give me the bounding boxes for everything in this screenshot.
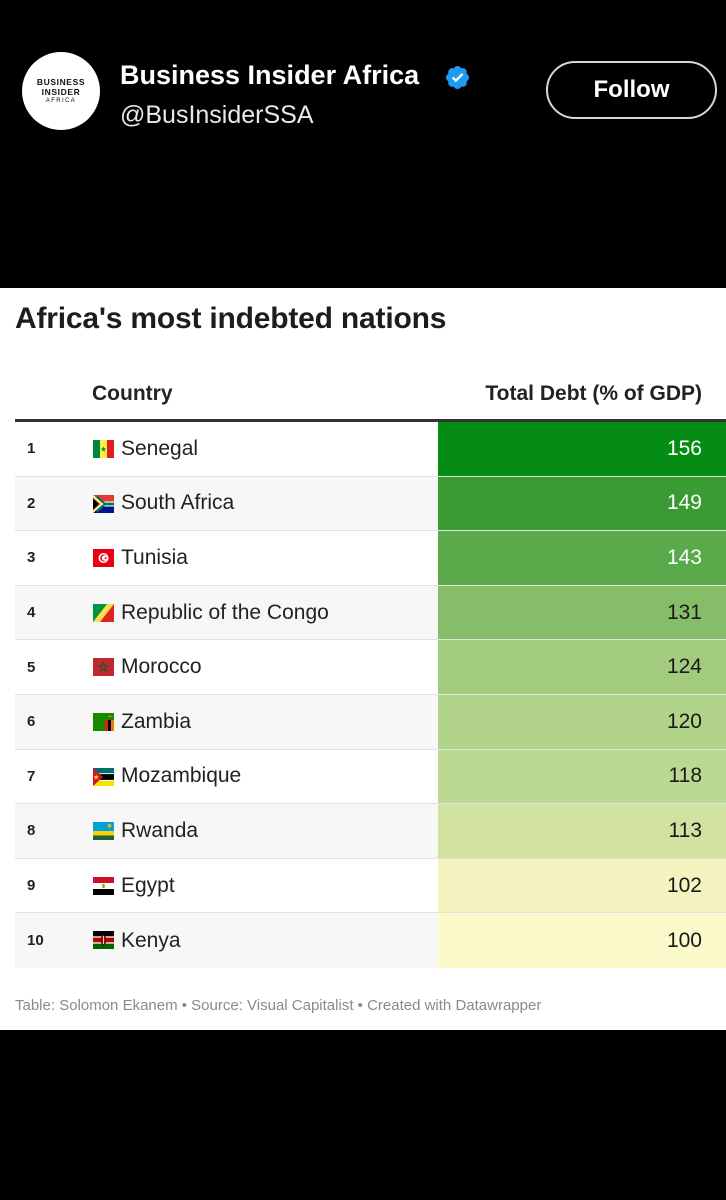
table-row: 4 Republic of the Congo 131	[15, 585, 726, 641]
mozambique-flag-icon	[93, 767, 114, 786]
debt-value-cell: 131	[438, 585, 726, 640]
column-header-total-debt: Total Debt (% of GDP)	[485, 382, 702, 405]
post-header: BUSINESS INSIDER AFRICA Business Insider…	[0, 0, 726, 288]
table-row: 9 Egypt 102	[15, 858, 726, 914]
country-name: Republic of the Congo	[121, 600, 329, 624]
zambia-flag-icon	[93, 712, 114, 731]
table-row: 10 Kenya 100	[15, 913, 726, 968]
tunisia-flag-icon	[93, 549, 114, 568]
debt-value-cell: 113	[438, 804, 726, 858]
follow-button[interactable]: Follow	[546, 61, 717, 119]
bottom-area	[0, 1030, 726, 1200]
country-name: Kenya	[121, 928, 181, 952]
rank-label: 2	[27, 494, 36, 512]
table-body: 1 Senegal 156 2 South Africa 149 3 Tunisia 143 4 R…	[15, 422, 726, 968]
table-row: 6 Zambia 120	[15, 694, 726, 750]
avatar[interactable]: BUSINESS INSIDER AFRICA	[22, 52, 100, 130]
verified-badge-icon	[445, 65, 470, 90]
table-row: 5 Morocco 124	[15, 640, 726, 695]
avatar-logo-line2: INSIDER	[41, 86, 81, 97]
country-name: Egypt	[121, 873, 175, 897]
morocco-flag-icon	[93, 658, 114, 677]
rank-label: 9	[27, 877, 36, 895]
author-name[interactable]: Business Insider Africa	[120, 60, 420, 90]
author-handle[interactable]: @BusInsiderSSA	[120, 101, 314, 129]
egypt-flag-icon	[93, 876, 114, 895]
country-name: South Africa	[121, 491, 235, 515]
header-divider	[15, 419, 726, 422]
debt-value-cell: 118	[438, 749, 726, 804]
post-image-table[interactable]: Africa's most indebted nations Country T…	[0, 288, 726, 1030]
country-name: Zambia	[121, 709, 192, 733]
column-header-country: Country	[92, 382, 173, 405]
rank-label: 1	[27, 440, 36, 458]
senegal-flag-icon	[93, 440, 114, 458]
rank-label: 5	[27, 658, 36, 676]
country-name: Senegal	[121, 436, 199, 460]
debt-value-cell: 120	[438, 694, 726, 749]
rank-label: 6	[27, 713, 36, 731]
country-name: Tunisia	[121, 545, 188, 569]
table-row: 2 South Africa 149	[15, 476, 726, 532]
rank-label: 3	[27, 549, 36, 567]
table-row: 3 Tunisia 143	[15, 531, 726, 586]
table-row: 7 Mozambique 118	[15, 749, 726, 805]
rank-label: 7	[27, 767, 36, 785]
south-africa-flag-icon	[93, 494, 114, 513]
table-source-note: Table: Solomon Ekanem • Source: Visual C…	[15, 997, 542, 1014]
congo-flag-icon	[93, 603, 114, 622]
country-name: Morocco	[121, 655, 202, 679]
debt-value-cell: 100	[438, 913, 726, 968]
table-row: 1 Senegal 156	[15, 422, 726, 477]
debt-value-cell: 102	[438, 858, 726, 913]
avatar-logo-line3: AFRICA	[45, 97, 77, 104]
debt-value-cell: 143	[438, 531, 726, 585]
rank-label: 10	[27, 932, 44, 950]
debt-value-cell: 156	[438, 422, 726, 476]
rank-label: 4	[27, 604, 36, 622]
avatar-logo-line1: BUSINESS	[36, 76, 86, 87]
table-row: 8 Rwanda 113	[15, 804, 726, 859]
rwanda-flag-icon	[93, 822, 114, 841]
kenya-flag-icon	[93, 931, 114, 950]
country-name: Mozambique	[121, 764, 242, 788]
rank-label: 8	[27, 822, 36, 840]
country-name: Rwanda	[121, 818, 199, 842]
table-title: Africa's most indebted nations	[15, 302, 447, 335]
debt-value-cell: 124	[438, 640, 726, 694]
debt-value-cell: 149	[438, 476, 726, 531]
